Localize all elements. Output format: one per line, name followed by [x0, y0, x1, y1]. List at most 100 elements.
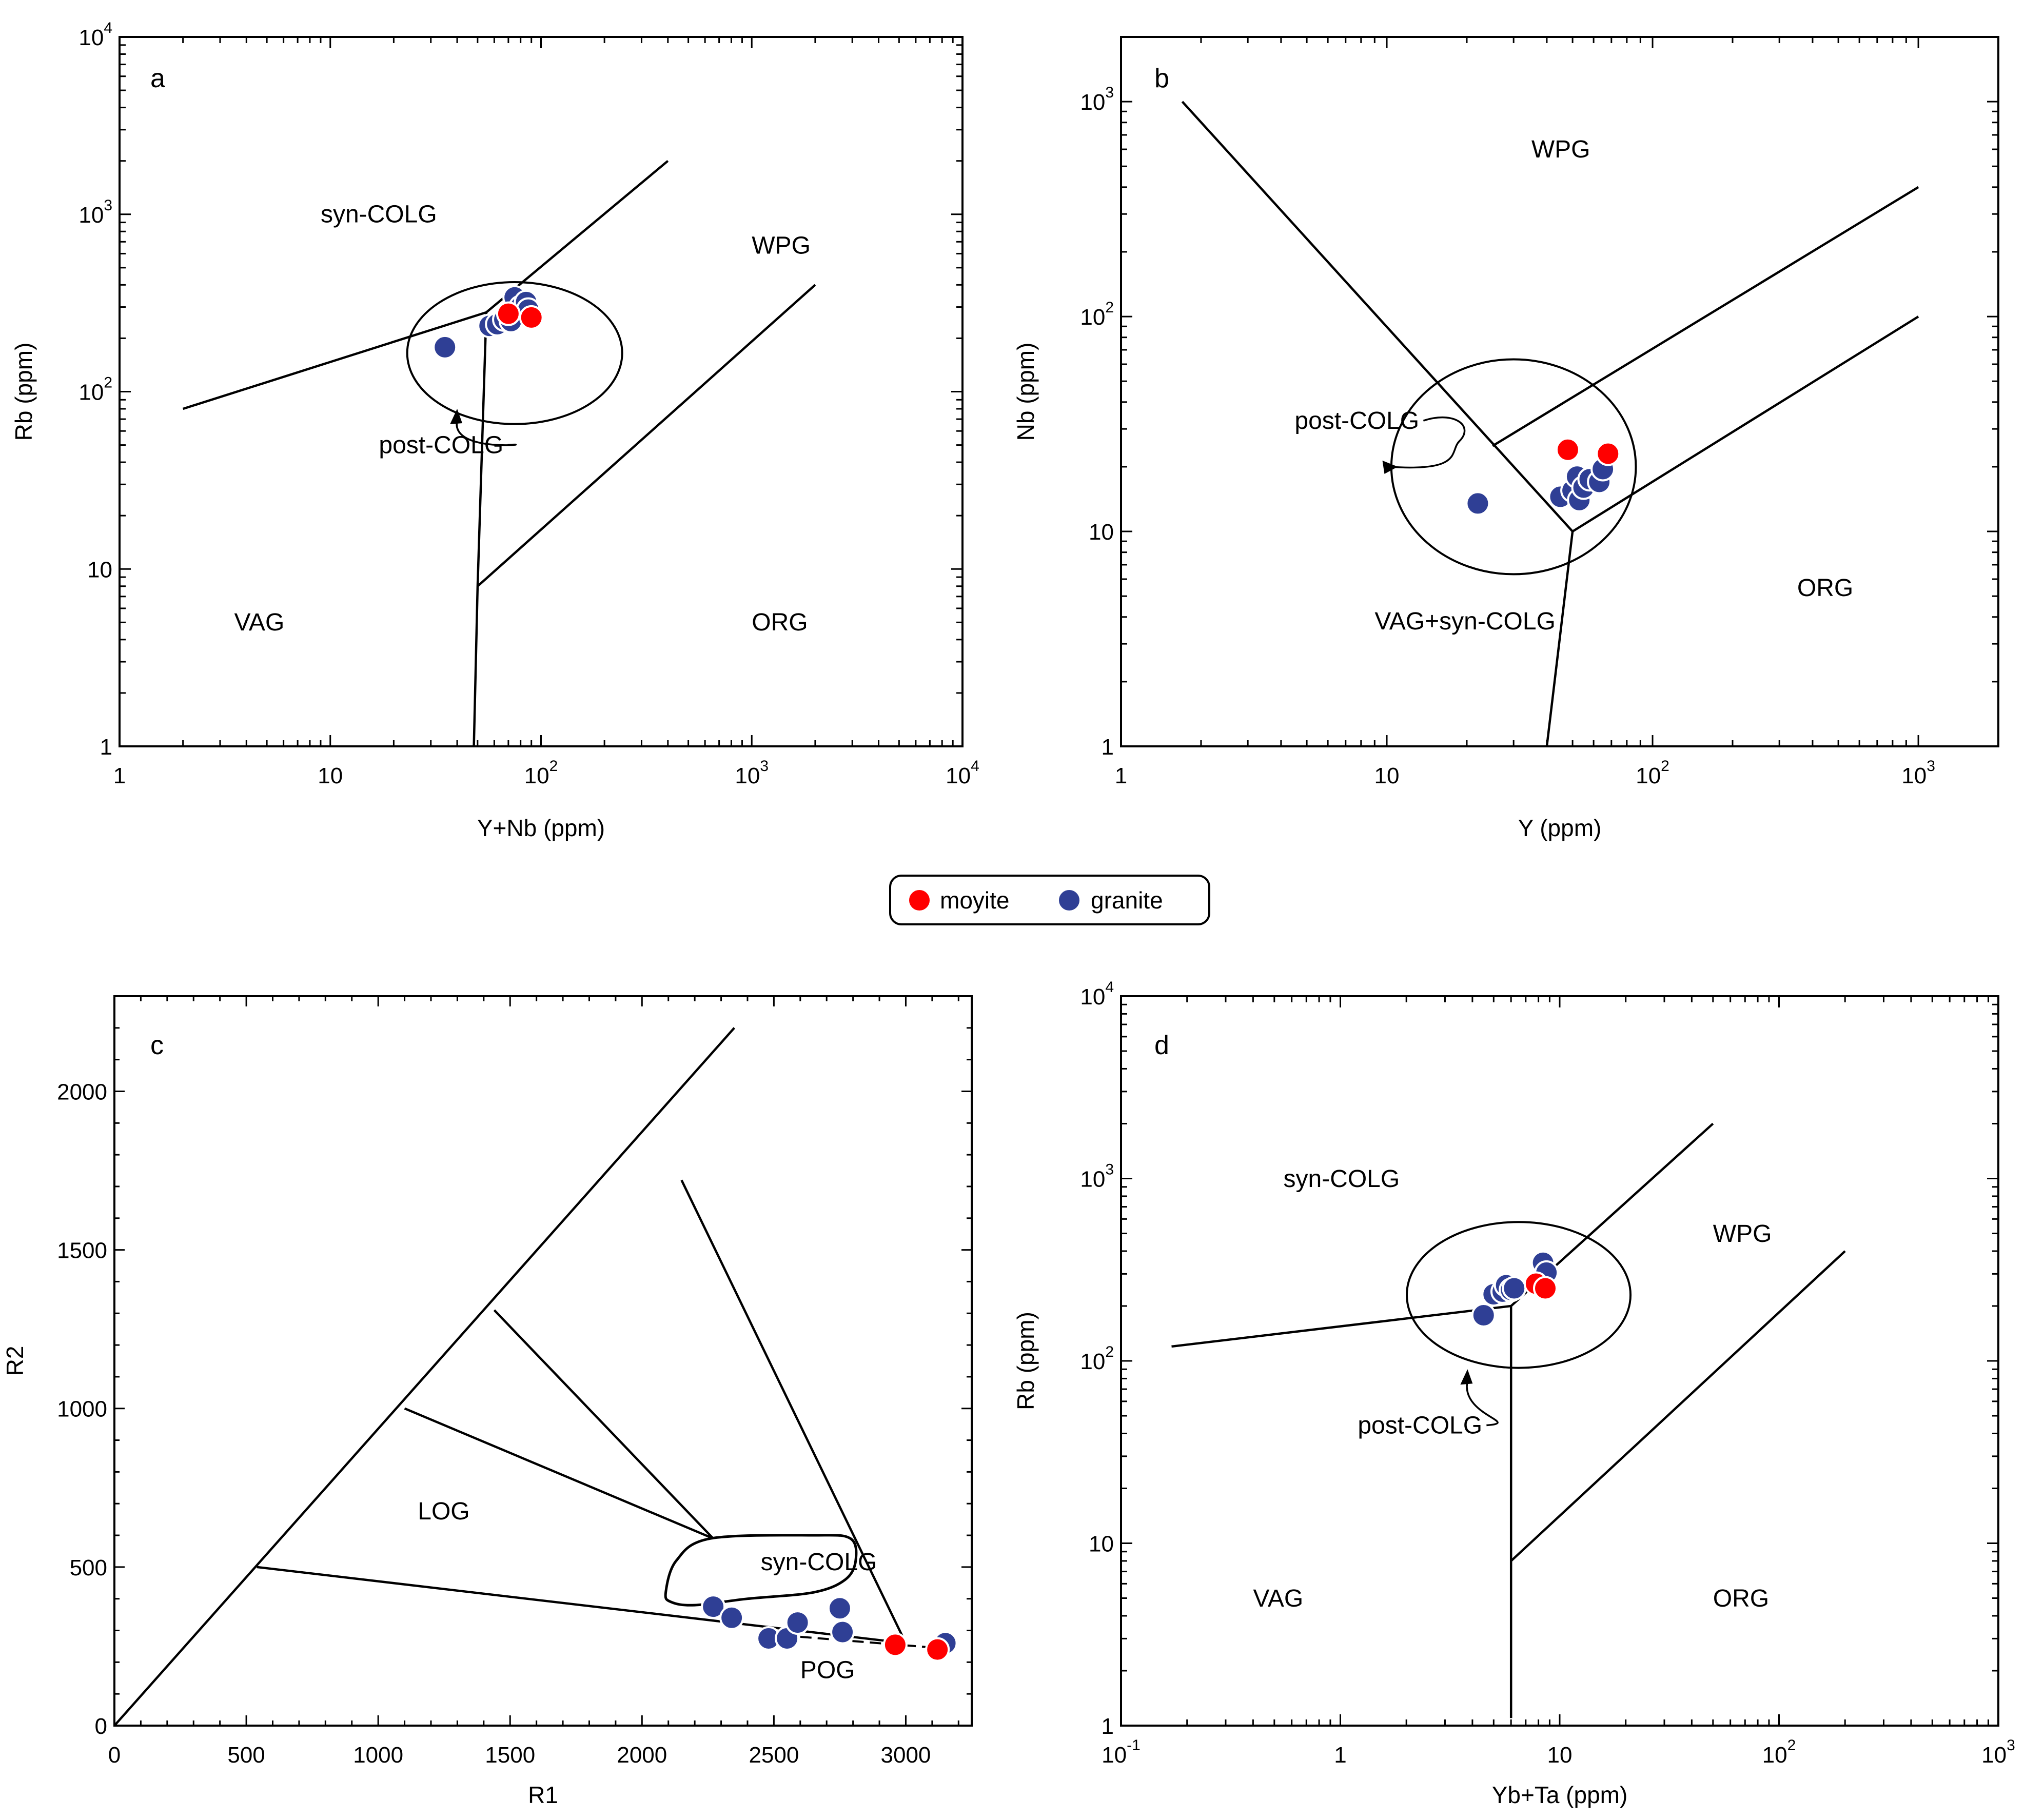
boundary-line	[477, 284, 816, 587]
post-colg-label: post-COLG	[379, 431, 503, 459]
data-point-granite	[1471, 1302, 1496, 1328]
data-point-moyite	[1596, 441, 1621, 466]
y-tick-label: 2000	[57, 1079, 107, 1104]
data-point-moyite	[496, 301, 521, 326]
x-tick-label: 1500	[485, 1743, 535, 1768]
x-tick-label: 1	[1115, 763, 1127, 788]
plot-frame	[113, 995, 973, 1727]
boundary-line	[680, 1179, 907, 1644]
axes: 0 500 1000 1500 2000 2500 3000 0 500 1000 1500 2000	[57, 995, 972, 1768]
data-point-moyite	[925, 1637, 950, 1662]
boundary-line	[473, 312, 488, 747]
region-label: ORG	[1713, 1585, 1769, 1612]
data-point-granite	[830, 1619, 855, 1645]
post-colg-label: post-COLG	[1294, 407, 1419, 434]
data-point-granite	[1465, 491, 1490, 516]
boundary-line	[1492, 186, 1919, 447]
x-tick-label: 10-1	[1102, 1737, 1141, 1768]
x-tick-label: 102	[1762, 1737, 1796, 1768]
y-axis-label: Rb (ppm)	[10, 343, 37, 441]
series-granite	[433, 285, 541, 360]
post-colg-field	[406, 281, 623, 425]
legend-label-granite: granite	[1091, 887, 1163, 914]
data-point-granite	[827, 1596, 852, 1621]
y-tick-label: 104	[1080, 979, 1114, 1010]
legend-box	[889, 875, 1210, 925]
annotation-arrow	[1388, 416, 1466, 469]
panel-label: c	[150, 1031, 164, 1060]
annotation-arrowhead	[1382, 460, 1398, 474]
y-tick-label: 1000	[57, 1397, 107, 1422]
y-axis-label: Nb (ppm)	[1012, 343, 1039, 441]
y-tick-label: 102	[1080, 299, 1114, 330]
annotation-arrow	[456, 420, 517, 446]
region-label: ORG	[1797, 575, 1853, 602]
plot-frame	[1120, 995, 1999, 1727]
x-axis-label: Yb+Ta (ppm)	[1492, 1782, 1628, 1808]
post-colg-label: post-COLG	[1358, 1412, 1482, 1439]
x-tick-label: 10	[318, 763, 343, 788]
region-label: WPG	[1713, 1220, 1772, 1248]
y-tick-label: 103	[1080, 84, 1114, 115]
panel-label: a	[150, 64, 165, 93]
legend: moyite granite	[889, 875, 1210, 925]
x-axis-label: Y (ppm)	[1518, 815, 1602, 841]
x-tick-label: 103	[1901, 758, 1935, 788]
data-point-moyite	[519, 305, 544, 330]
boundary-line	[1571, 315, 1919, 532]
region-label: syn-COLG	[321, 201, 437, 228]
y-tick-label: 10	[87, 557, 112, 582]
boundary-line	[1171, 1122, 1714, 1348]
region-label: WPG	[752, 232, 811, 259]
x-tick-label: 2500	[749, 1743, 799, 1768]
region-label: VAG+syn-COLG	[1374, 608, 1556, 635]
data-point-moyite	[1555, 437, 1580, 462]
boundary-line	[182, 160, 669, 410]
y-tick-label: 500	[70, 1555, 107, 1580]
data-point-granite	[1502, 1276, 1527, 1301]
axes: 1 10 102 103 104 1 10 102 103 104	[78, 19, 979, 788]
boundary-line	[493, 1309, 714, 1539]
panel-b: 1 10 102 103 1 10 102 103 Y (ppm) Nb (ppm) b WPG VAG…	[1012, 36, 1999, 841]
region-label: syn-COLG	[1284, 1165, 1400, 1193]
y-tick-label: 102	[78, 374, 112, 405]
panel-c: 0 500 1000 1500 2000 2500 3000 0 500 1000 1500 2000…	[2, 995, 973, 1808]
series-granite	[701, 1594, 958, 1656]
x-tick-label: 102	[524, 758, 558, 788]
data-point-granite	[719, 1605, 744, 1630]
axes: 1 10 102 103 1 10 102 103	[1080, 36, 1999, 788]
boundary-line	[1545, 531, 1574, 747]
plot-frame	[1120, 36, 1999, 747]
series-granite	[1465, 457, 1616, 516]
x-tick-label: 2000	[617, 1743, 667, 1768]
discrimination-boundaries	[1181, 101, 1919, 747]
boundary-line	[404, 1407, 714, 1540]
x-tick-label: 104	[946, 758, 979, 788]
x-tick-label: 1000	[353, 1743, 403, 1768]
panel-label: d	[1154, 1031, 1169, 1060]
legend-label-moyite: moyite	[940, 887, 1009, 914]
series-moyite	[496, 301, 544, 330]
boundary-line	[1510, 1250, 1846, 1562]
discrimination-boundaries	[113, 1027, 907, 1727]
region-label: WPG	[1531, 136, 1590, 163]
boundary-line	[113, 1027, 735, 1727]
x-tick-label: 102	[1636, 758, 1669, 788]
discrimination-boundaries	[1171, 1122, 1846, 1718]
x-tick-label: 10	[1547, 1743, 1573, 1768]
syn-colg-field	[664, 1534, 858, 1607]
x-tick-label: 103	[1981, 1737, 2015, 1768]
region-label: ORG	[752, 609, 808, 636]
region-label: VAG	[1253, 1585, 1303, 1612]
y-tick-label: 1	[1102, 1714, 1114, 1739]
series-granite	[1471, 1250, 1559, 1328]
y-tick-label: 104	[78, 19, 112, 50]
discrimination-boundaries	[182, 160, 816, 747]
y-tick-label: 1	[100, 735, 112, 760]
pog-trend-dashes	[800, 1635, 938, 1649]
x-tick-label: 1	[1334, 1743, 1346, 1768]
data-point-granite	[785, 1610, 810, 1635]
x-tick-label: 500	[227, 1743, 265, 1768]
